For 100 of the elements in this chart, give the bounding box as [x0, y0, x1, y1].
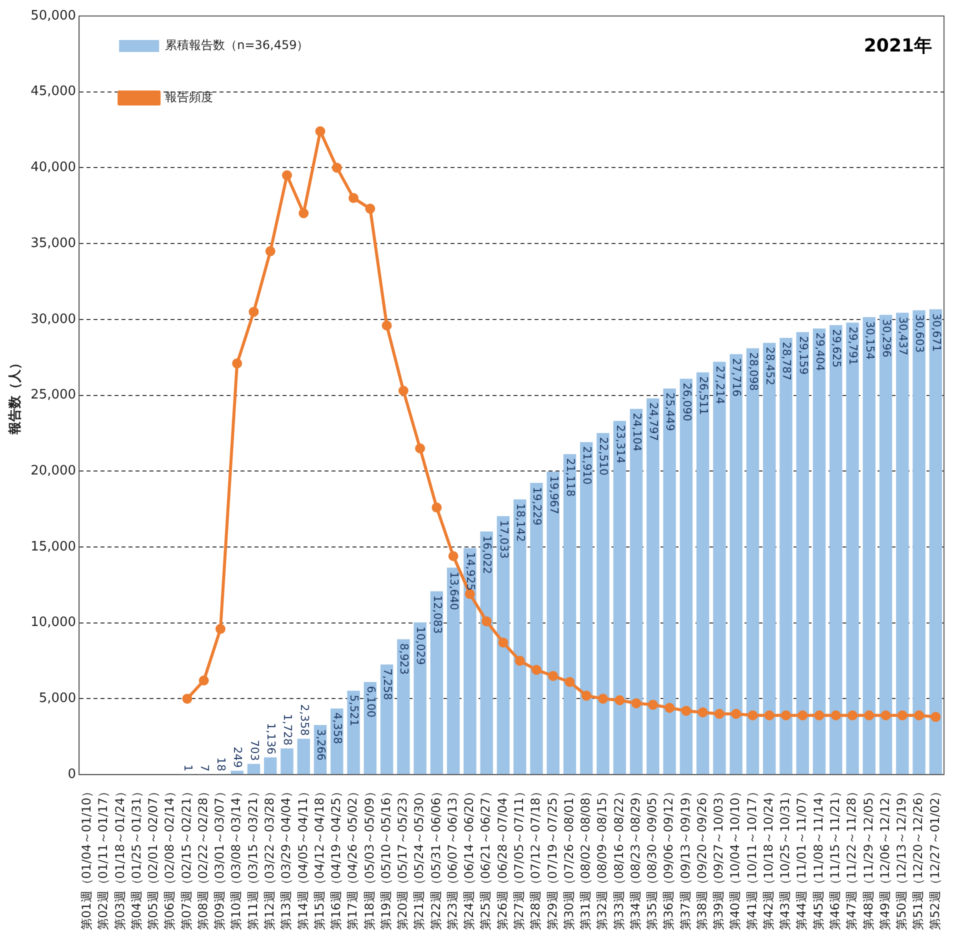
x-tick-label: 第41週（10/11～10/17） [744, 786, 759, 930]
x-tick-label: 第02週（01/11～01/17） [96, 786, 110, 930]
data-label: 29,159 [796, 336, 810, 375]
data-label: 12,083 [430, 595, 444, 634]
x-tick-label: 第38週（09/20～09/26） [694, 786, 709, 930]
data-label: 1,136 [264, 722, 278, 754]
x-tick-label: 第19週（05/10～05/16） [378, 786, 393, 930]
data-label: 30,437 [896, 316, 910, 356]
data-label: 8,923 [398, 643, 411, 675]
y-tick-label: 30,000 [30, 312, 76, 327]
y-tick-label: 50,000 [30, 8, 76, 24]
x-tick-label: 第45週（11/08～11/14） [811, 786, 826, 930]
x-tick-label: 第30週（07/26～08/01） [562, 786, 576, 930]
y-axis-title: 報告数（人） [7, 356, 24, 436]
x-tick-label: 第35週（08/30～09/05） [645, 786, 660, 930]
data-label: 3,266 [314, 729, 328, 761]
data-label: 2,358 [298, 704, 311, 736]
data-label: 7,258 [380, 668, 394, 700]
data-label: 26,511 [696, 376, 710, 415]
data-label: 6,100 [364, 686, 378, 718]
x-tick-label: 第28週（07/12～07/18） [528, 786, 543, 930]
data-label: 18 [214, 757, 228, 772]
x-tick-label: 第06週（02/08～02/14） [162, 786, 177, 930]
y-tick-label: 40,000 [30, 160, 76, 176]
x-tick-label: 第18週（05/03～05/09） [362, 786, 376, 930]
legend-label: 報告頻度 [165, 90, 214, 104]
x-tick-label: 第23週（06/07～06/13） [445, 786, 460, 930]
data-label: 14,925 [464, 552, 478, 591]
x-tick-label: 第04週（01/25～01/31） [129, 786, 144, 930]
data-label: 29,791 [846, 326, 860, 366]
data-label: 25,449 [664, 392, 677, 431]
data-label: 29,404 [813, 332, 826, 371]
data-label: 5,521 [348, 694, 361, 726]
data-label: 7 [198, 764, 211, 772]
x-tick-label: 第13週（03/29～04/04） [279, 786, 294, 930]
y-tick-label: 5,000 [38, 691, 76, 706]
data-label: 27,716 [730, 358, 744, 397]
data-label: 19,967 [547, 476, 560, 514]
x-tick-label: 第32週（08/09～08/15） [595, 786, 610, 930]
x-tick-label: 第34週（08/23～08/29） [628, 786, 642, 930]
x-tick-label: 第42週（10/18～10/24） [761, 786, 776, 930]
x-tick-label: 第20週（05/17～05/23） [396, 786, 410, 930]
x-tick-label: 第39週（09/27～10/03） [712, 786, 726, 930]
data-label: 27,214 [714, 366, 727, 404]
x-tick-label: 第15週（04/12～04/18） [312, 786, 326, 930]
x-tick-label: 第12週（03/22～03/28） [262, 786, 276, 930]
x-tick-label: 第26週（06/28～07/04） [495, 786, 510, 930]
x-tick-label: 第24週（06/14～06/20） [462, 786, 476, 930]
data-label: 30,603 [913, 314, 926, 353]
x-tick-label: 第25週（06/21～06/27） [478, 786, 493, 930]
data-label: 24,104 [630, 412, 644, 452]
legend-label: 累積報告数（n=36,459） [165, 38, 309, 52]
x-tick-label: 第48週（11/29～12/05） [861, 786, 876, 930]
x-tick-label: 第07週（02/15～02/21） [179, 786, 194, 930]
x-tick-label: 第03週（01/18～01/24） [112, 786, 127, 930]
x-tick-label: 第05週（02/01～02/07） [146, 786, 160, 930]
data-label: 24,797 [647, 402, 660, 441]
x-tick-label: 第43週（10/25～10/31） [778, 786, 792, 930]
x-tick-label: 第36週（09/06～09/12） [662, 786, 676, 930]
x-tick-label: 第51週（12/20～12/26） [911, 786, 926, 930]
y-tick-label: 35,000 [30, 236, 76, 251]
x-tick-label: 第47週（11/22～11/28） [844, 786, 859, 930]
x-tick-label: 第09週（03/01～03/07） [212, 786, 227, 930]
data-label: 28,452 [763, 346, 776, 386]
data-label: 23,314 [614, 424, 627, 464]
x-tick-label: 第37週（09/13～09/19） [678, 786, 692, 930]
x-tick-label: 第52週（12/27～01/02） [928, 786, 942, 930]
data-label: 26,090 [680, 382, 694, 422]
x-tick-label: 第44週（11/01～11/07） [794, 786, 809, 930]
data-label: 21,910 [580, 446, 594, 485]
data-label: 29,625 [830, 329, 844, 368]
y-tick-label: 10,000 [30, 615, 76, 630]
data-label: 30,671 [930, 313, 943, 352]
x-tick-label: 第49週（12/06～12/12） [878, 786, 892, 930]
x-tick-label: 第01週（01/04～01/10） [80, 786, 94, 930]
x-tick-label: 第14週（04/05～04/11） [296, 786, 310, 930]
x-tick-label: 第31週（08/02～08/08） [578, 786, 593, 930]
x-tick-label: 第40週（10/04～10/10） [728, 786, 742, 930]
annotation: 2021年 [864, 36, 932, 57]
y-tick-label: 45,000 [30, 84, 76, 100]
data-label: 30,296 [880, 318, 893, 358]
data-label: 1,728 [281, 714, 294, 746]
x-tick-label: 第16週（04/19～04/25） [329, 786, 344, 930]
data-label: 4,358 [331, 712, 344, 744]
data-label: 19,229 [530, 486, 544, 526]
data-label: 703 [248, 740, 261, 761]
data-label: 28,098 [746, 352, 760, 391]
x-tick-label: 第29週（07/19～07/25） [545, 786, 560, 930]
data-label: 21,118 [564, 458, 577, 497]
x-tick-label: 第10週（03/08～03/14） [229, 786, 244, 930]
data-label: 13,640 [447, 572, 460, 610]
y-tick-label: 15,000 [30, 539, 76, 554]
data-label: 10,029 [414, 626, 428, 665]
y-tick-label: 25,000 [30, 388, 76, 403]
y-tick-label: 0 [68, 766, 76, 782]
x-tick-label: 第08週（02/22～02/28） [196, 786, 210, 930]
data-label: 17,033 [497, 520, 510, 559]
data-label: 18,142 [514, 503, 527, 542]
data-label: 249 [231, 746, 244, 768]
data-label: 1 [181, 764, 194, 772]
